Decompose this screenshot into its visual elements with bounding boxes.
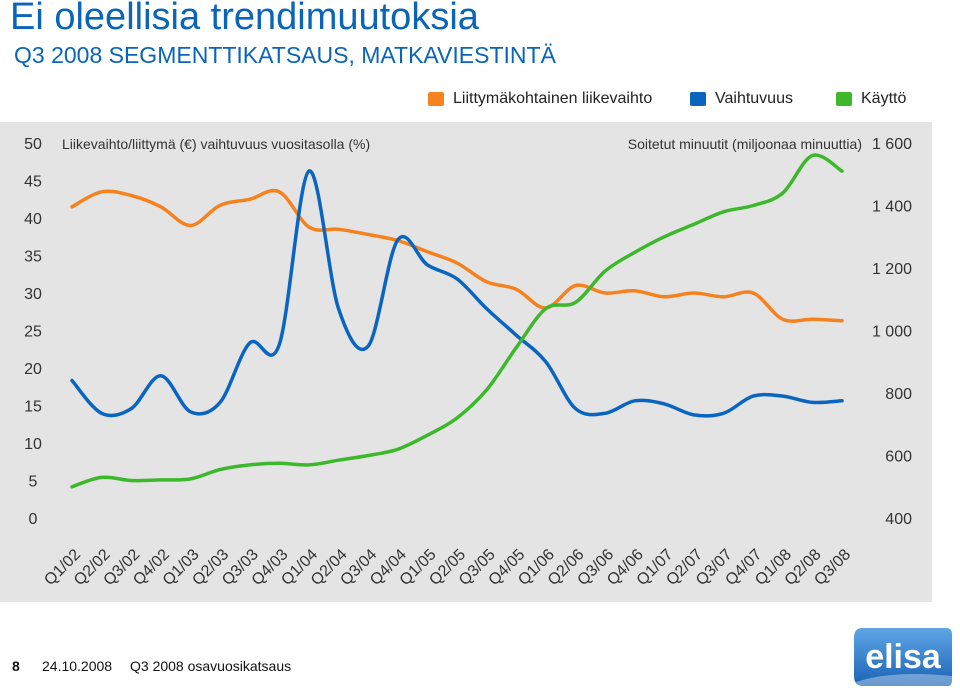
plot-area bbox=[0, 122, 932, 602]
legend-item-revenue: Liittymäkohtainen liikevaihto bbox=[428, 88, 652, 110]
legend-label-churn: Vaihtuvuus bbox=[715, 90, 793, 107]
footer-date: 24.10.2008 bbox=[42, 658, 113, 674]
left-tick-label: 35 bbox=[24, 249, 42, 266]
right-tick-label: 1 400 bbox=[872, 199, 912, 216]
legend-item-usage: Käyttö bbox=[836, 88, 906, 110]
series-line-churn bbox=[70, 169, 844, 418]
legend-label-revenue: Liittymäkohtainen liikevaihto bbox=[453, 90, 653, 107]
footer: 8 24.10.2008 Q3 2008 osavuosikatsaus bbox=[0, 652, 960, 682]
left-axis-label: Liikevaihto/liittymä (€) vaihtuvuus vuos… bbox=[62, 136, 370, 152]
legend-item-churn: Vaihtuvuus bbox=[690, 88, 793, 110]
left-tick-label: 20 bbox=[24, 361, 42, 378]
left-tick-label: 30 bbox=[24, 286, 42, 303]
svg-text:elisa: elisa bbox=[865, 638, 942, 676]
left-tick-label: 50 bbox=[24, 136, 42, 153]
left-tick-label: 45 bbox=[24, 174, 42, 191]
legend-swatch-usage bbox=[836, 92, 852, 106]
left-tick-label: 5 bbox=[29, 474, 38, 491]
elisa-logo: elisa bbox=[854, 628, 952, 686]
left-tick-label: 0 bbox=[29, 511, 38, 528]
legend-swatch-churn bbox=[690, 92, 706, 106]
right-tick-label: 1 000 bbox=[872, 324, 912, 341]
slide-subtitle: Q3 2008 SEGMENTTIKATSAUS, MATKAVIESTINTÄ bbox=[14, 42, 556, 68]
left-tick-label: 40 bbox=[24, 211, 42, 228]
right-tick-label: 800 bbox=[885, 386, 912, 403]
left-tick-label: 10 bbox=[24, 436, 42, 453]
legend-swatch-revenue bbox=[428, 92, 444, 106]
footer-doc-title: Q3 2008 osavuosikatsaus bbox=[130, 658, 292, 674]
legend-label-usage: Käyttö bbox=[861, 90, 907, 107]
series-line-usage bbox=[70, 153, 844, 489]
left-tick-label: 15 bbox=[24, 399, 42, 416]
chart-legend: Liittymäkohtainen liikevaihto Vaihtuvuus… bbox=[0, 88, 960, 110]
series-line-revenue bbox=[70, 188, 844, 323]
left-tick-label: 25 bbox=[24, 324, 42, 341]
right-tick-label: 1 200 bbox=[872, 261, 912, 278]
slide-title: Ei oleellisia trendimuutoksia bbox=[10, 0, 479, 38]
page-number: 8 bbox=[12, 658, 20, 674]
right-tick-label: 600 bbox=[885, 449, 912, 466]
right-axis-label: Soitetut minuutit (miljoonaa minuuttia) bbox=[628, 136, 862, 152]
right-tick-label: 400 bbox=[885, 511, 912, 528]
right-tick-label: 1 600 bbox=[872, 136, 912, 153]
